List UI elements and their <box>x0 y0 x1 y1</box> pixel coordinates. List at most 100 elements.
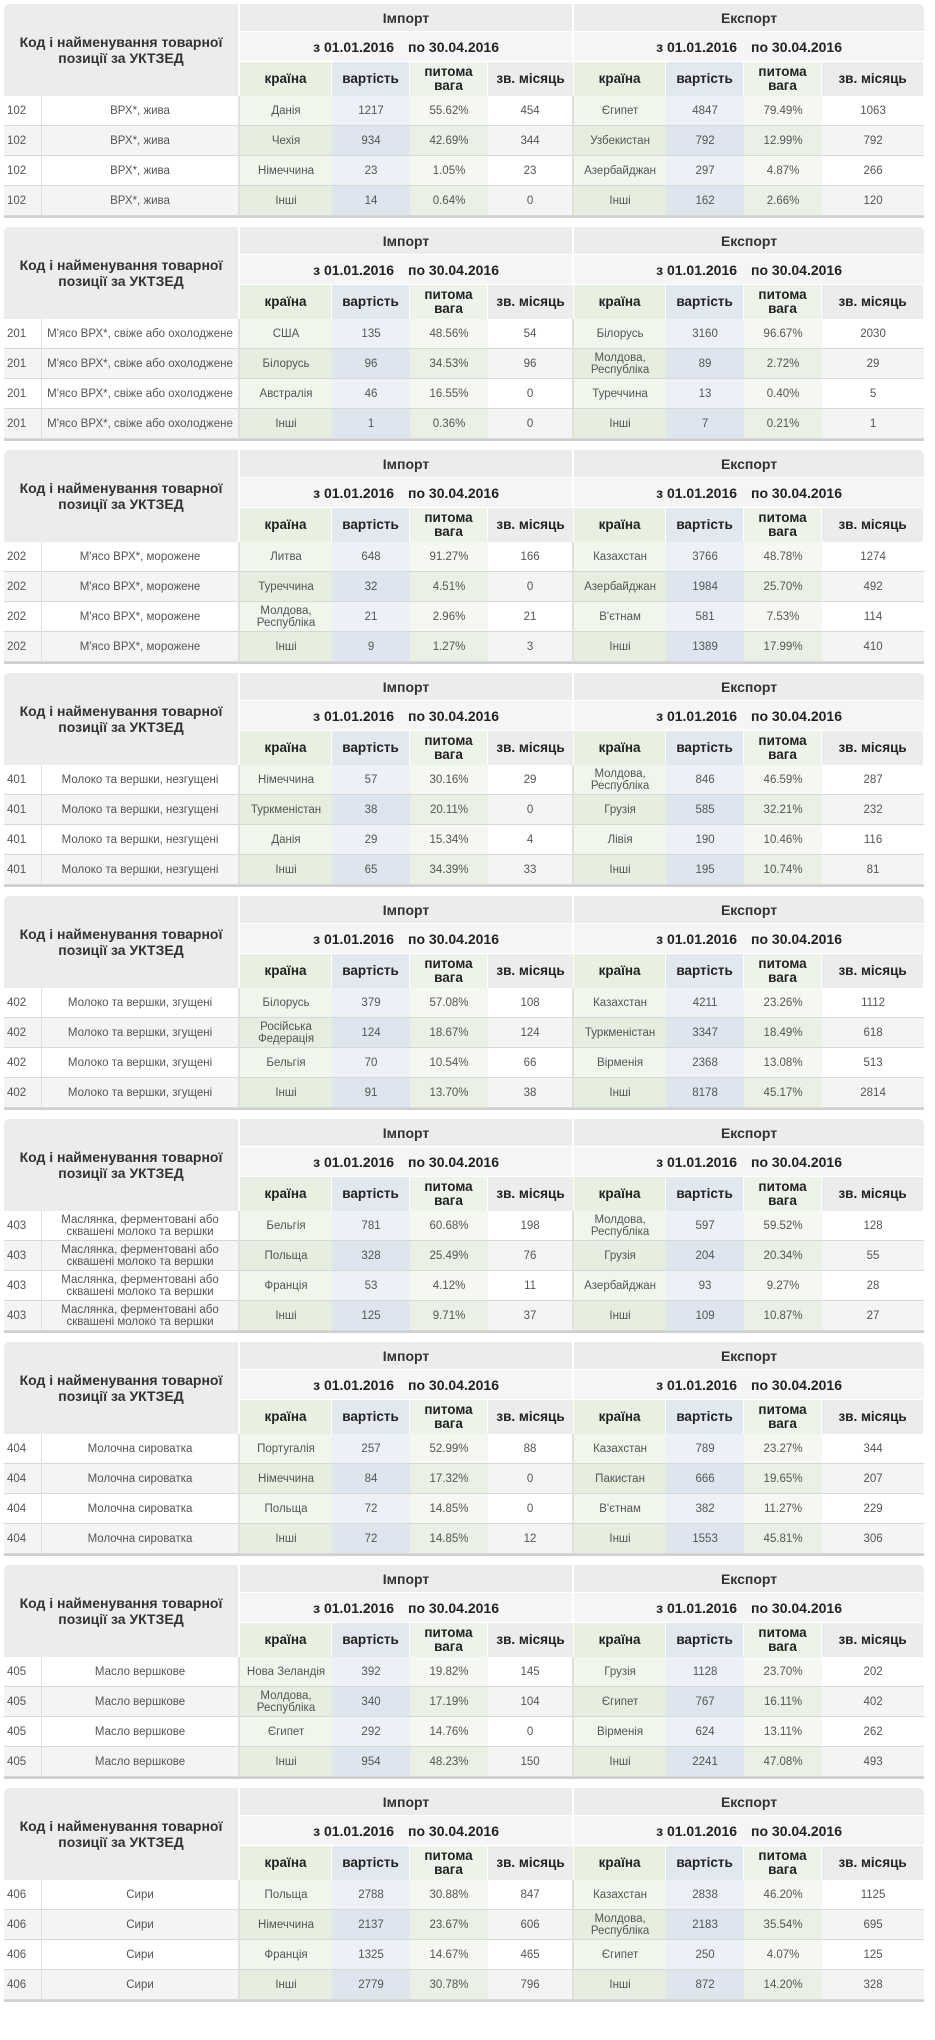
import-header: Імпорт <box>240 227 575 255</box>
trade-table: Код і найменування товарної позиції за У… <box>4 896 925 1108</box>
export-share: 12.99% <box>744 126 823 156</box>
export-value: 4847 <box>666 96 745 126</box>
period-to: по 30.04.2016 <box>408 1376 499 1393</box>
export-value: 250 <box>666 1940 745 1970</box>
table-row: 102 ВРХ*, жива Чехія 934 42.69% 344 Узбе… <box>4 126 925 156</box>
export-country: Лівія <box>574 825 667 855</box>
import-month: 33 <box>488 855 575 885</box>
period-from: з 01.01.2016 <box>313 38 395 55</box>
export-value: 204 <box>666 1241 745 1271</box>
product-name: Молоко та вершки, згущені <box>42 1018 241 1048</box>
import-month: 0 <box>488 409 575 439</box>
export-month: 116 <box>822 825 925 855</box>
import-country: Інші <box>240 1747 333 1777</box>
export-country: Азербайджан <box>574 572 667 602</box>
export-month: 618 <box>822 1018 925 1048</box>
import-value: 257 <box>332 1434 411 1464</box>
export-period: з 01.01.2016 по 30.04.2016 <box>574 1370 925 1400</box>
export-country: Молдова, Республіка <box>574 1211 667 1241</box>
export-share: 79.49% <box>744 96 823 126</box>
trade-table: Код і найменування товарної позиції за У… <box>4 1565 925 1777</box>
col-header-share: питома вага <box>744 1177 823 1211</box>
table-row: 405 Масло вершкове Інші 954 48.23% 150 І… <box>4 1747 925 1777</box>
import-country: Молдова, Республіка <box>240 602 333 632</box>
export-value: 597 <box>666 1211 745 1241</box>
table-row: 406 Сири Інші 2779 30.78% 796 Інші 872 1… <box>4 1970 925 2000</box>
export-header: Експорт <box>574 1788 925 1816</box>
product-code: 201 <box>4 319 42 349</box>
table-row: 406 Сири Франція 1325 14.67% 465 Єгипет … <box>4 1940 925 1970</box>
export-month: 344 <box>822 1434 925 1464</box>
export-month: 695 <box>822 1910 925 1940</box>
export-value: 4211 <box>666 988 745 1018</box>
col-header-share: питома вага <box>744 285 823 319</box>
table-row: 402 Молоко та вершки, згущені Білорусь 3… <box>4 988 925 1018</box>
col-header-value: вартість <box>666 954 745 988</box>
period-to: по 30.04.2016 <box>751 1822 842 1839</box>
import-period: з 01.01.2016 по 30.04.2016 <box>240 1816 575 1846</box>
import-month: 3 <box>488 632 575 662</box>
product-name: Молочна сироватка <box>42 1494 241 1524</box>
table-row: 403 Маслянка, ферментовані або сквашені … <box>4 1301 925 1331</box>
export-value: 789 <box>666 1434 745 1464</box>
import-share: 34.39% <box>410 855 489 885</box>
section-divider <box>4 1331 924 1333</box>
product-code: 405 <box>4 1747 42 1777</box>
section-divider <box>4 1777 924 1779</box>
import-header: Імпорт <box>240 1565 575 1593</box>
product-name: Сири <box>42 1940 241 1970</box>
export-period: з 01.01.2016 по 30.04.2016 <box>574 255 925 285</box>
import-month: 847 <box>488 1880 575 1910</box>
col-header-month: зв. місяць <box>822 954 925 988</box>
import-country: Німеччина <box>240 1910 333 1940</box>
import-header: Імпорт <box>240 1342 575 1370</box>
export-period: з 01.01.2016 по 30.04.2016 <box>574 701 925 731</box>
product-code: 406 <box>4 1940 42 1970</box>
table-row: 102 ВРХ*, жива Данія 1217 55.62% 454 Єги… <box>4 96 925 126</box>
period-to: по 30.04.2016 <box>751 484 842 501</box>
section-divider <box>4 1554 924 1556</box>
import-country: Польща <box>240 1494 333 1524</box>
export-share: 4.07% <box>744 1940 823 1970</box>
export-share: 19.65% <box>744 1464 823 1494</box>
export-share: 13.11% <box>744 1717 823 1747</box>
export-share: 45.81% <box>744 1524 823 1554</box>
import-value: 72 <box>332 1524 411 1554</box>
export-period: з 01.01.2016 по 30.04.2016 <box>574 1593 925 1623</box>
export-month: 232 <box>822 795 925 825</box>
col-header-country: країна <box>240 508 333 542</box>
table-title: Код і найменування товарної позиції за У… <box>4 673 241 765</box>
import-value: 1217 <box>332 96 411 126</box>
col-header-month: зв. місяць <box>488 954 575 988</box>
trade-section: Код і найменування товарної позиції за У… <box>4 896 925 1110</box>
import-period: з 01.01.2016 по 30.04.2016 <box>240 1370 575 1400</box>
section-divider <box>4 885 924 887</box>
product-code: 404 <box>4 1464 42 1494</box>
product-name: ВРХ*, жива <box>42 186 241 216</box>
import-value: 2779 <box>332 1970 411 2000</box>
export-share: 0.40% <box>744 379 823 409</box>
col-header-month: зв. місяць <box>822 62 925 96</box>
import-value: 2137 <box>332 1910 411 1940</box>
import-month: 166 <box>488 542 575 572</box>
table-row: 403 Маслянка, ферментовані або сквашені … <box>4 1241 925 1271</box>
import-value: 96 <box>332 349 411 379</box>
import-value: 21 <box>332 602 411 632</box>
import-period: з 01.01.2016 по 30.04.2016 <box>240 478 575 508</box>
import-country: Білорусь <box>240 988 333 1018</box>
import-share: 30.88% <box>410 1880 489 1910</box>
product-name: М'ясо ВРХ*, морожене <box>42 542 241 572</box>
table-row: 201 М'ясо ВРХ*, свіже або охолоджене Інш… <box>4 409 925 439</box>
product-name: Молоко та вершки, незгущені <box>42 855 241 885</box>
import-month: 0 <box>488 795 575 825</box>
import-period: з 01.01.2016 по 30.04.2016 <box>240 255 575 285</box>
col-header-value: вартість <box>666 1177 745 1211</box>
import-period: з 01.01.2016 по 30.04.2016 <box>240 701 575 731</box>
export-value: 1389 <box>666 632 745 662</box>
period-to: по 30.04.2016 <box>751 1376 842 1393</box>
export-country: Інші <box>574 632 667 662</box>
product-code: 403 <box>4 1301 42 1331</box>
import-value: 1 <box>332 409 411 439</box>
export-value: 7 <box>666 409 745 439</box>
export-country: Казахстан <box>574 988 667 1018</box>
